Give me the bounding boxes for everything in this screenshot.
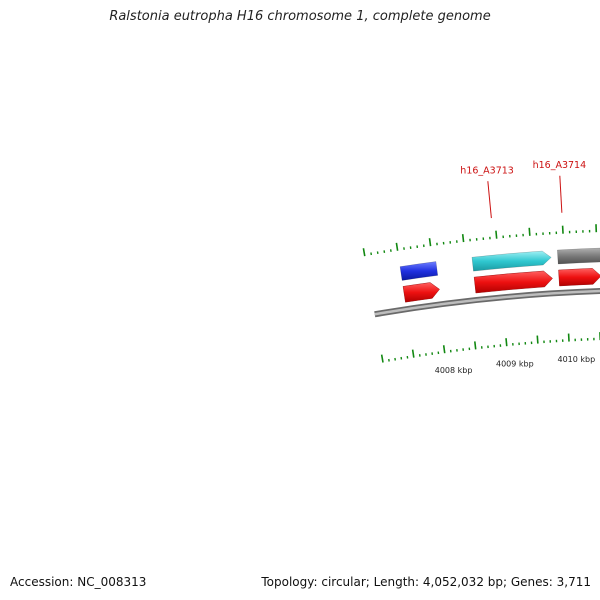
inner-tick: [380, 354, 384, 363]
backbone-ring-highlight: [374, 289, 600, 316]
inner-tick: [505, 338, 508, 347]
gray-feature: [557, 247, 600, 265]
outer-tick-track: [362, 224, 598, 257]
backbone: [374, 288, 600, 318]
outer-tick: [461, 234, 465, 243]
inner-tick: [536, 335, 539, 344]
inner-tick-track: [380, 332, 600, 363]
gene-label-leader: [559, 175, 563, 213]
outer-tick: [428, 238, 432, 247]
blue-feature: [399, 261, 438, 281]
inner-tick: [411, 349, 415, 358]
ruler-label: 4009 kbp: [496, 360, 534, 369]
cyan-feature: [471, 250, 552, 272]
outer-tick: [362, 248, 366, 257]
gene-label-leader: [487, 181, 492, 219]
inner-tick: [474, 341, 477, 350]
gene-label: h16_A3713: [460, 165, 514, 176]
map-title: Ralstonia eutropha H16 chromosome 1, com…: [109, 9, 491, 24]
cds-arrow: [473, 270, 553, 294]
cds-track: [402, 268, 600, 303]
outer-tick: [395, 242, 399, 251]
outer-tick: [495, 230, 498, 239]
ruler-label: 4008 kbp: [435, 366, 473, 375]
outer-tick: [528, 227, 531, 236]
cds-arrow: [558, 268, 600, 287]
genome-stats: Topology: circular; Length: 4,052,032 bp…: [261, 575, 591, 589]
ruler-label: 4010 kbp: [557, 355, 595, 364]
accession-text: Accession: NC_008313: [10, 575, 147, 589]
inner-tick: [442, 345, 446, 354]
feature-track: [399, 247, 600, 281]
cds-arrow: [402, 282, 440, 303]
gene-label: h16_A3714: [533, 160, 587, 171]
